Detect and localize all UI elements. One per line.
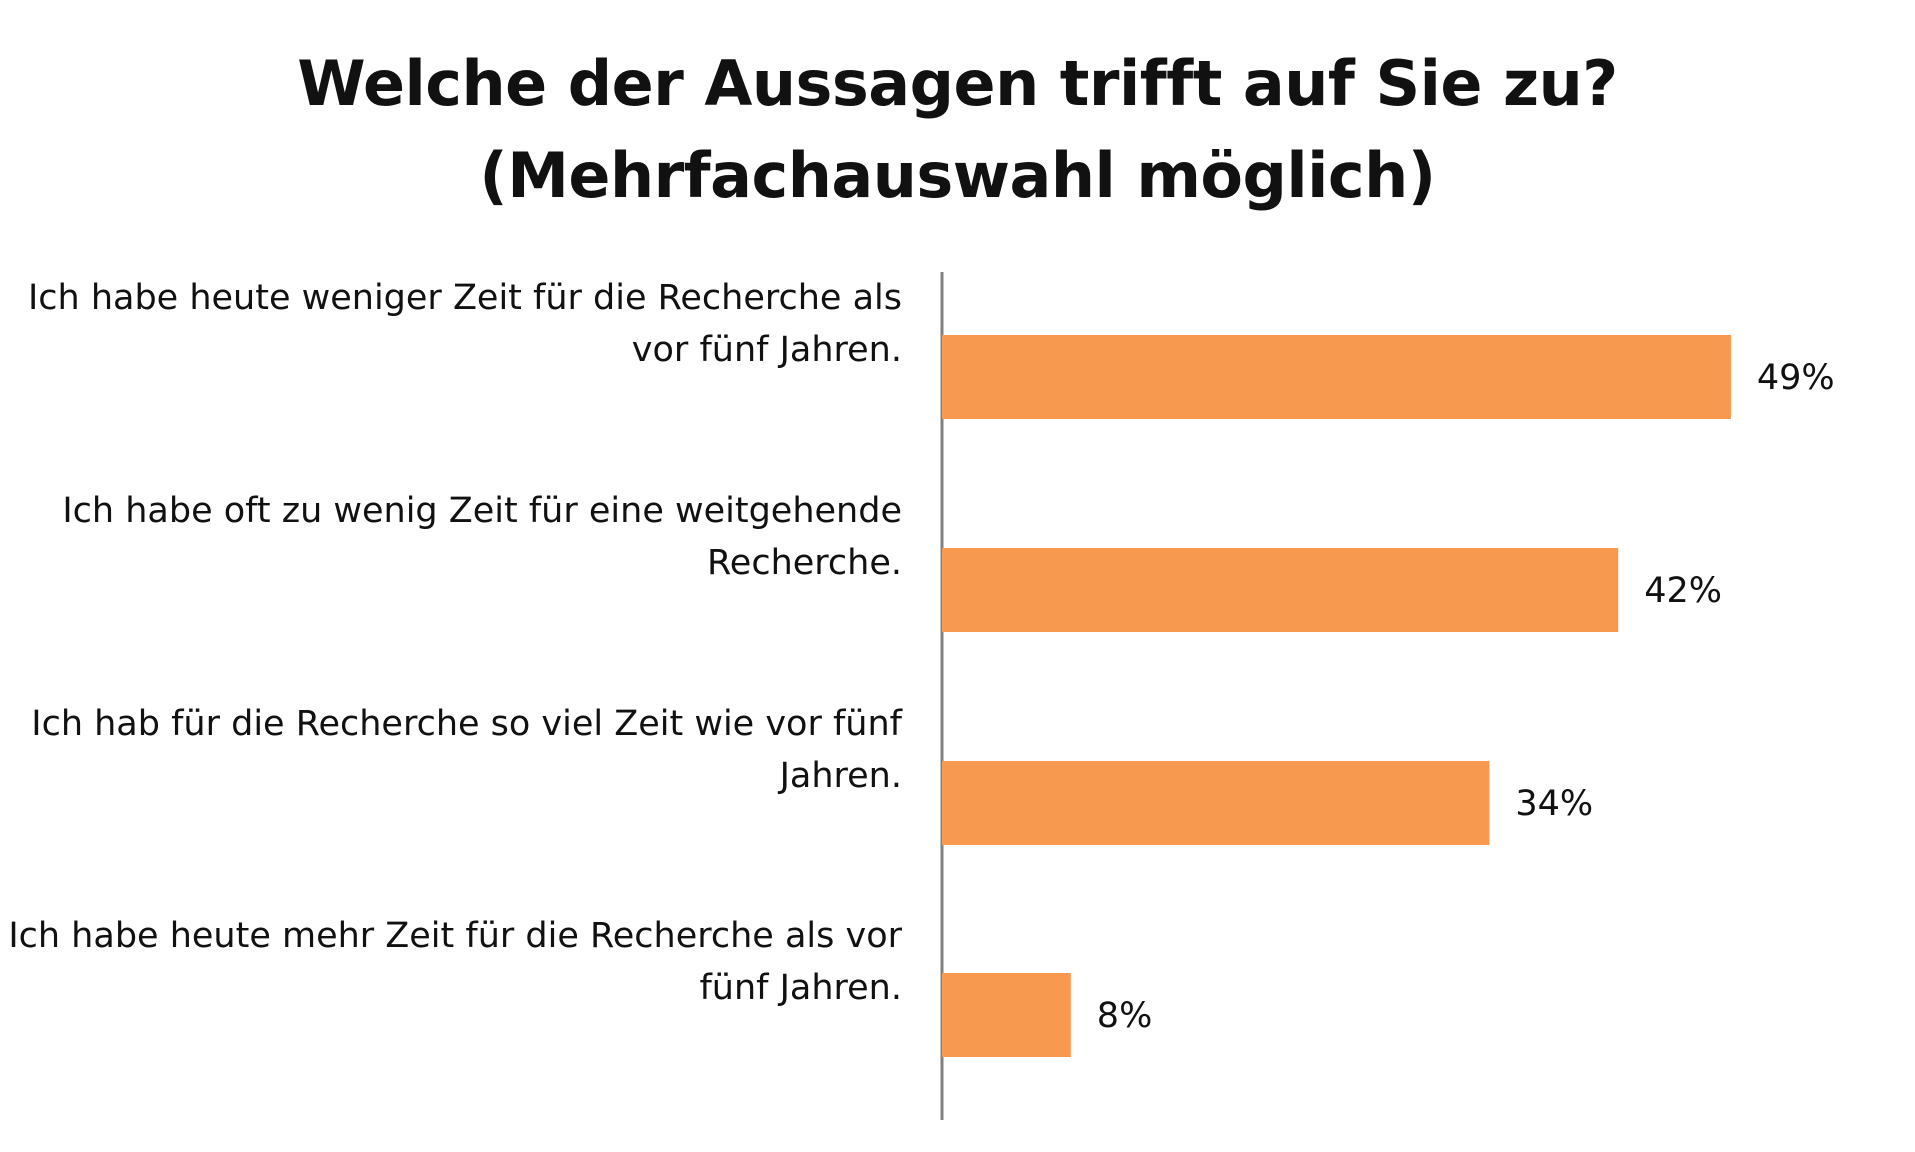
value-label-1: 49% xyxy=(1757,358,1835,398)
category-label-3-line-2: Jahren. xyxy=(778,756,902,796)
category-label-1-line-2: vor fünf Jahren. xyxy=(632,330,902,370)
bar-2 xyxy=(942,548,1619,632)
category-label-4-line-2: fünf Jahren. xyxy=(699,968,902,1008)
category-label-4-line-1: Ich habe heute mehr Zeit für die Recherc… xyxy=(8,916,902,956)
category-label-3-line-1: Ich hab für die Recherche so viel Zeit w… xyxy=(31,704,902,744)
value-label-4: 8% xyxy=(1097,996,1153,1036)
value-label-2: 42% xyxy=(1644,571,1722,611)
category-label-2-line-2: Recherche. xyxy=(707,543,902,583)
bar-3 xyxy=(942,761,1490,845)
category-label-2-line-1: Ich habe oft zu wenig Zeit für eine weit… xyxy=(62,491,902,531)
category-label-1-line-1: Ich habe heute weniger Zeit für die Rech… xyxy=(28,278,902,318)
chart-title-line-2: (Mehrfachauswahl möglich) xyxy=(479,139,1436,212)
bar-1 xyxy=(942,335,1731,419)
chart-title-line-1: Welche der Aussagen trifft auf Sie zu? xyxy=(297,47,1618,120)
bar-4 xyxy=(942,973,1071,1057)
chart-title: Welche der Aussagen trifft auf Sie zu? (… xyxy=(0,38,1915,222)
value-label-3: 34% xyxy=(1515,784,1593,824)
